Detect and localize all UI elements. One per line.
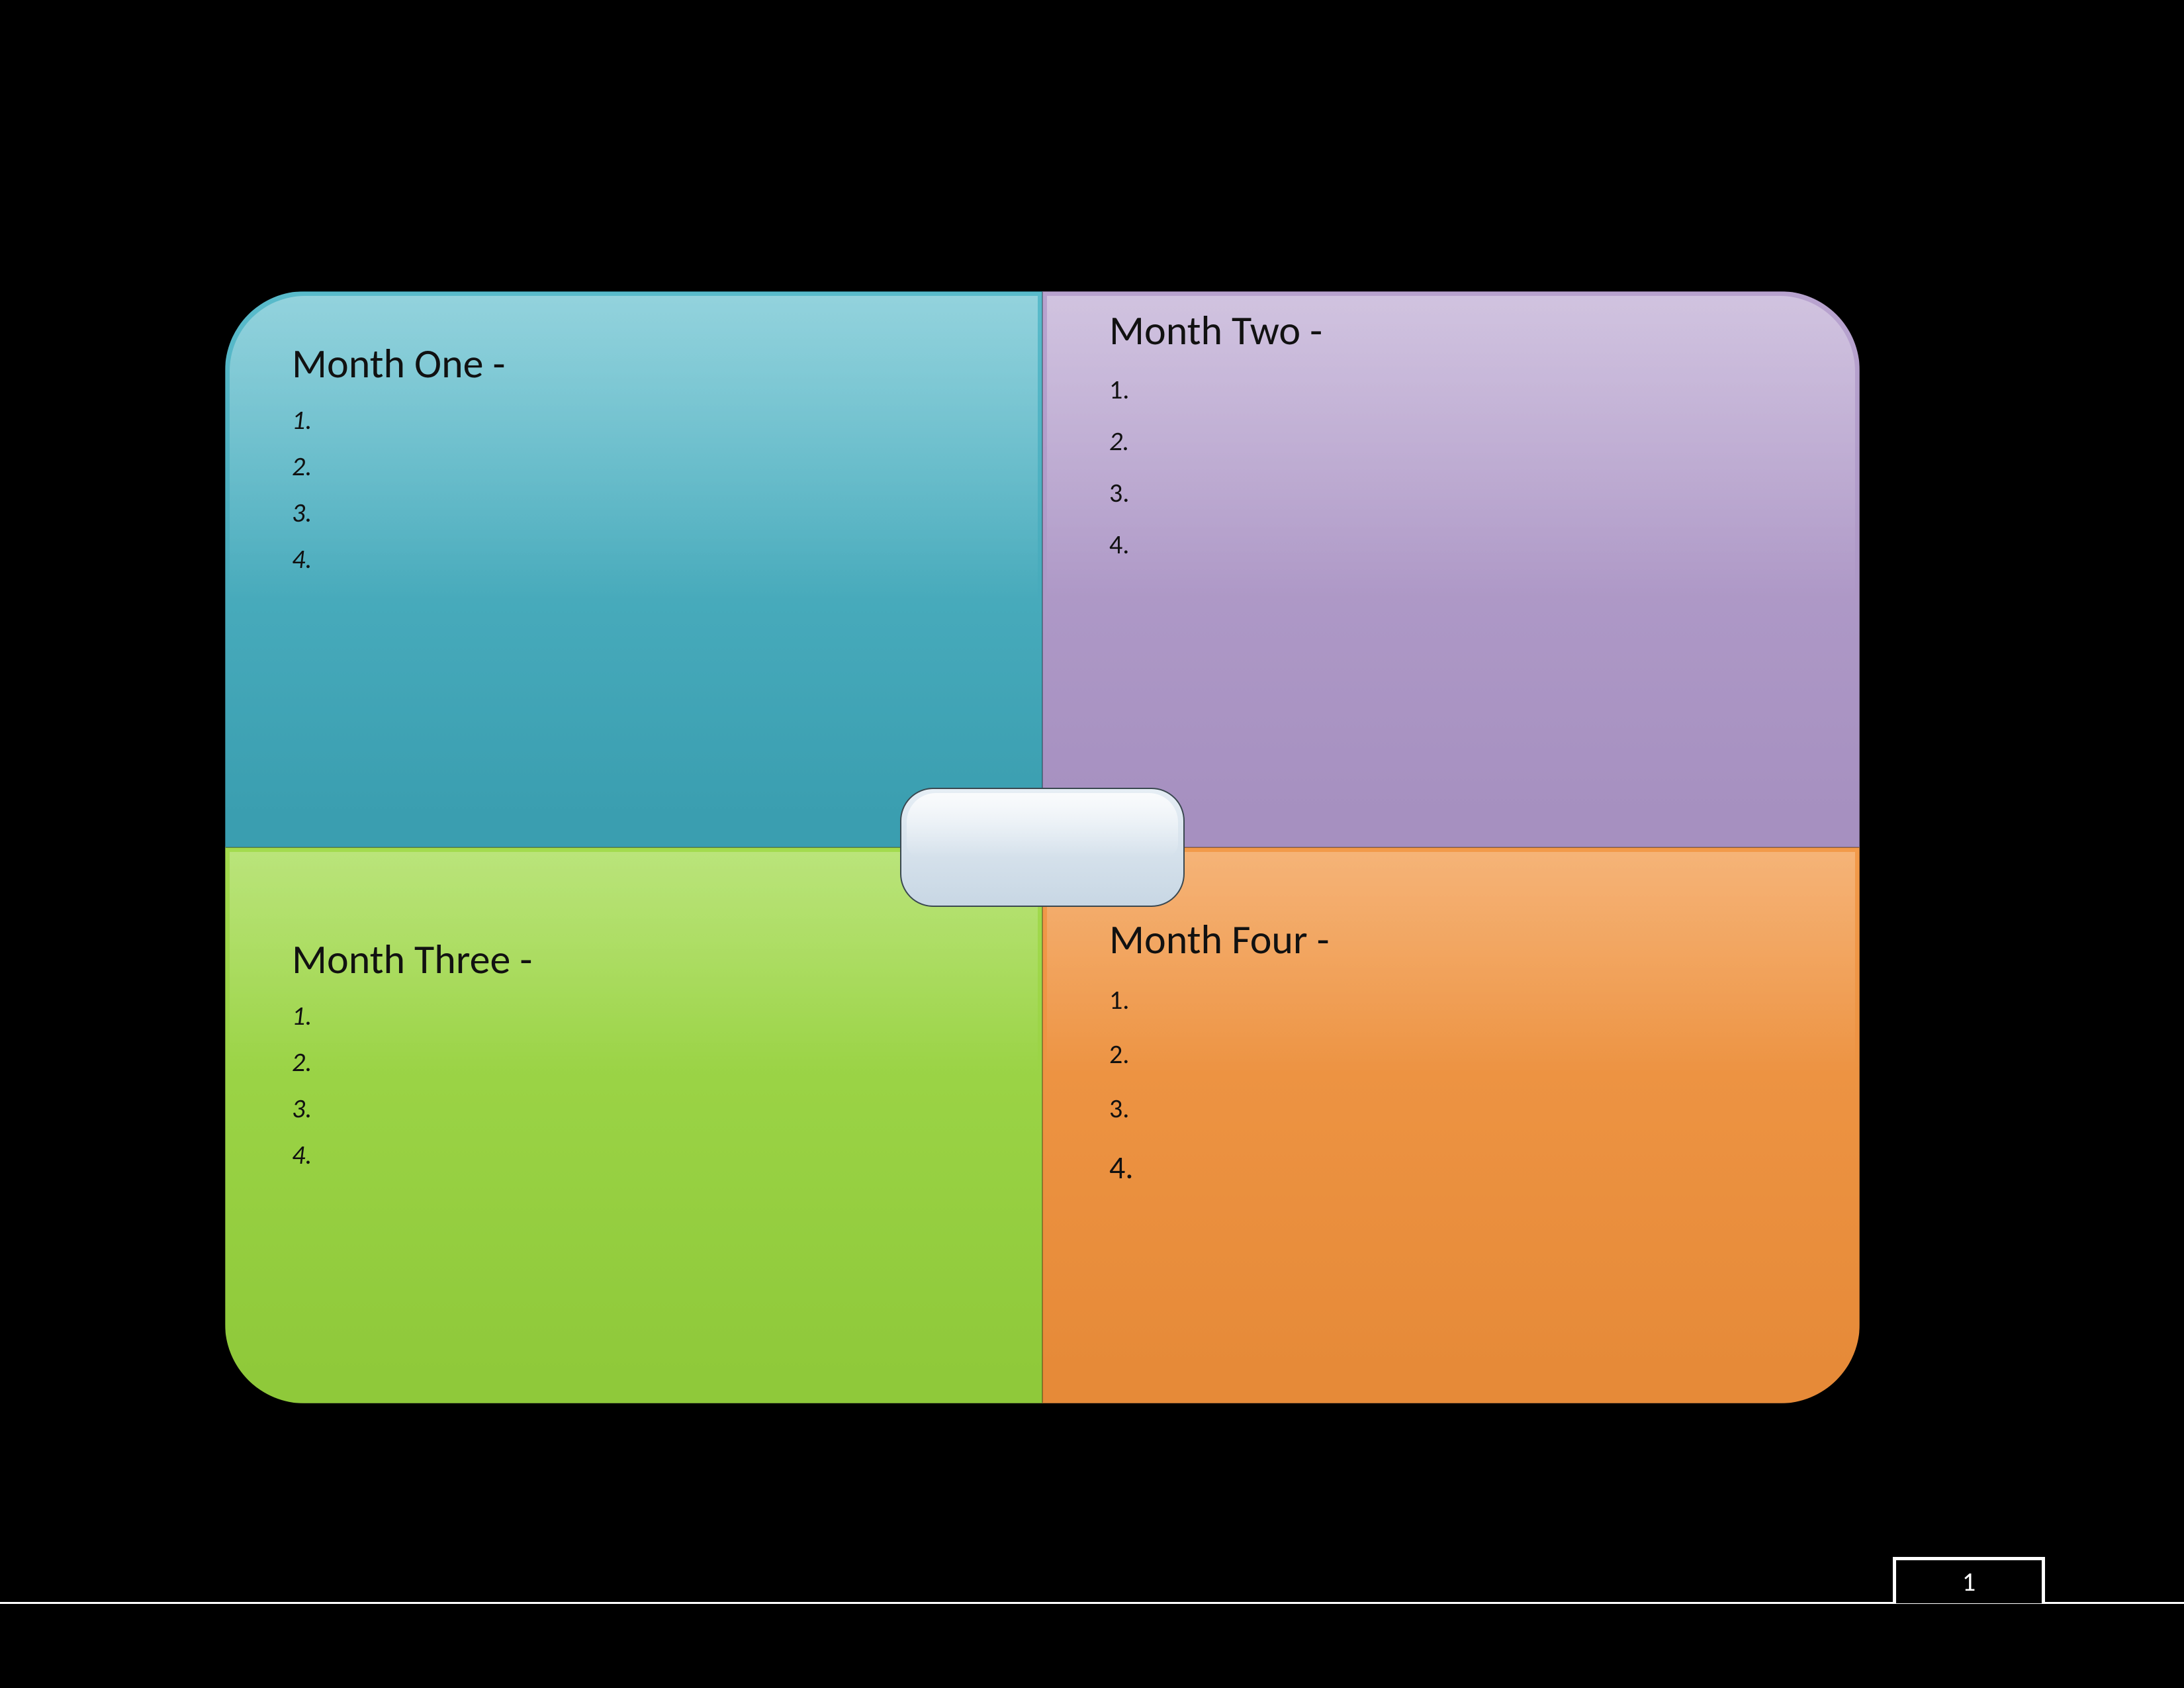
- list-item: 2.: [1109, 420, 1806, 463]
- quadrant-month-four: Month Four - 1. 2. 3. 4.: [1042, 847, 1860, 1403]
- list-item: 3.: [292, 1090, 989, 1127]
- list-item: 4.: [1109, 1141, 1806, 1195]
- quadrant-items: 1. 2. 3. 4.: [1109, 978, 1806, 1195]
- list-item-text: 4.: [1109, 1148, 1133, 1187]
- list-item: 1.: [292, 402, 989, 439]
- quadrant-items: 1. 2. 3. 4.: [1109, 369, 1806, 566]
- matrix-container: Month One - 1. 2. 3. 4. Month Two - 1. 2…: [225, 291, 1860, 1403]
- quadrant-items: 1. 2. 3. 4.: [292, 998, 989, 1174]
- list-item: 2.: [292, 1044, 989, 1081]
- spacer: [1109, 881, 1806, 914]
- center-badge: [900, 788, 1185, 907]
- list-item: 1.: [292, 998, 989, 1035]
- quadrant-items: 1. 2. 3. 4.: [292, 402, 989, 578]
- list-item: 4.: [1109, 524, 1806, 566]
- quadrant-month-three: Month Three - 1. 2. 3. 4.: [225, 847, 1042, 1403]
- list-item: 3.: [1109, 472, 1806, 514]
- page-number-text: 1: [1962, 1566, 1976, 1598]
- list-item: 2.: [1109, 1032, 1806, 1077]
- footer-rule: [0, 1602, 2184, 1604]
- quadrant-title: Month Two -: [1109, 305, 1806, 355]
- quadrant-month-one: Month One - 1. 2. 3. 4.: [225, 291, 1042, 847]
- quadrant-month-two: Month Two - 1. 2. 3. 4.: [1042, 291, 1860, 847]
- spacer: [292, 881, 989, 934]
- list-item: 1.: [1109, 369, 1806, 411]
- list-item: 2.: [292, 448, 989, 485]
- quadrant-title: Month One -: [292, 338, 989, 389]
- list-item: 3.: [292, 494, 989, 532]
- page-number-tab: 1: [1893, 1557, 2045, 1603]
- list-item: 3.: [1109, 1086, 1806, 1131]
- list-item: 1.: [1109, 978, 1806, 1023]
- list-item: 4.: [292, 541, 989, 578]
- quadrant-title: Month Four -: [1109, 914, 1806, 964]
- quadrant-title: Month Three -: [292, 934, 989, 984]
- list-item: 4.: [292, 1137, 989, 1174]
